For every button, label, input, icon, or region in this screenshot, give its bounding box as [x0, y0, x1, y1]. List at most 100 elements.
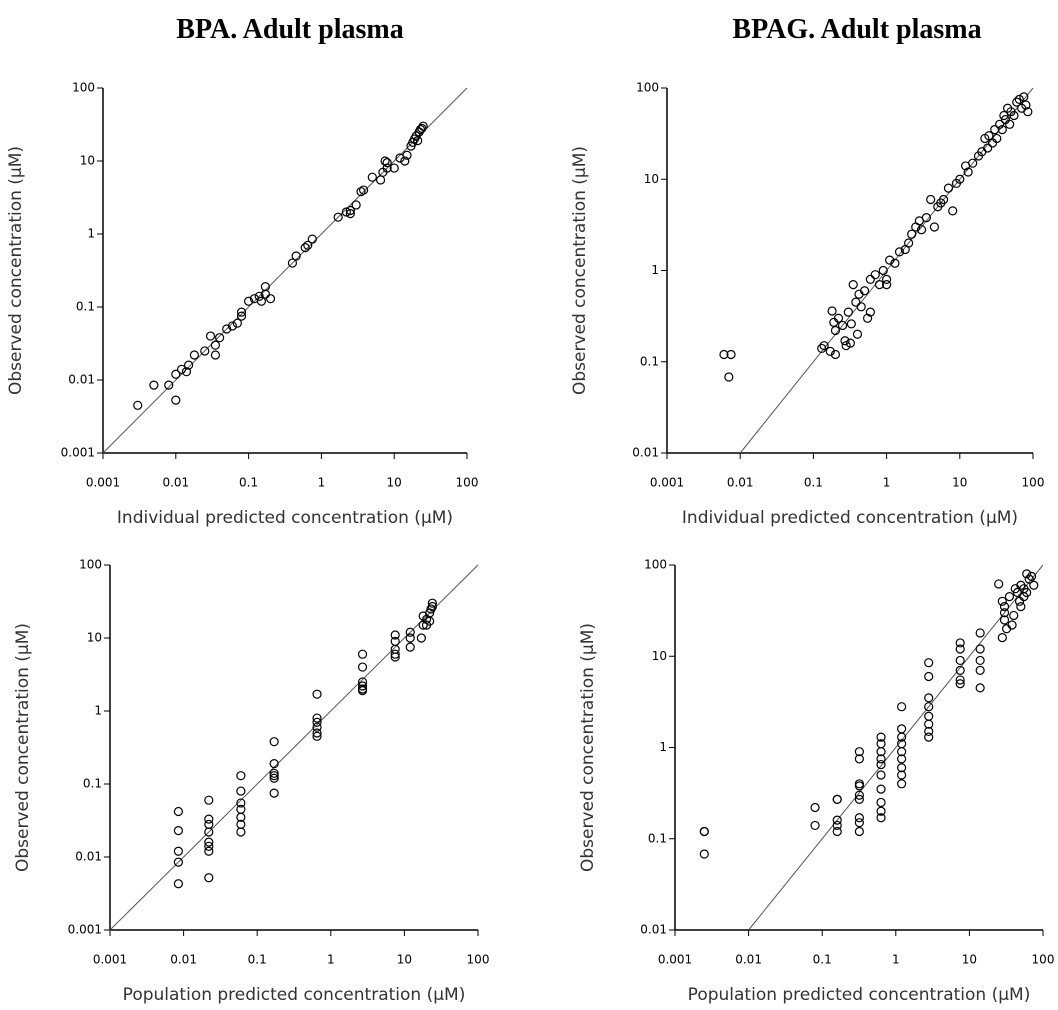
x-tick-label: 10: [962, 953, 977, 967]
point: [236, 812, 246, 822]
point: [357, 686, 368, 696]
x-tick-label: 0.001: [650, 476, 684, 490]
point: [164, 380, 174, 390]
y-tick-label: 1: [87, 227, 95, 241]
x-tick-label: 0.1: [239, 476, 258, 490]
point: [227, 321, 238, 331]
point: [975, 683, 985, 693]
point: [955, 679, 965, 689]
y-tick-label: 0.001: [61, 446, 95, 460]
point: [854, 754, 864, 764]
point: [992, 133, 1002, 144]
point: [848, 280, 858, 290]
point: [827, 306, 837, 316]
point: [975, 665, 985, 675]
point: [975, 655, 985, 666]
x-tick-label: 0.1: [813, 953, 832, 967]
y-tick-label: 1: [94, 704, 102, 718]
point: [999, 602, 1010, 612]
point: [719, 349, 729, 360]
point: [222, 324, 232, 334]
point: [380, 156, 390, 166]
point: [312, 713, 322, 723]
point: [1019, 92, 1029, 102]
point: [897, 770, 907, 780]
point: [1007, 620, 1017, 630]
point: [948, 206, 958, 216]
point: [983, 143, 993, 153]
point: [897, 754, 907, 764]
point: [852, 329, 863, 339]
point: [994, 579, 1004, 589]
point: [854, 781, 864, 791]
point: [840, 336, 850, 346]
point: [215, 333, 225, 343]
point: [955, 655, 965, 666]
point: [999, 110, 1009, 121]
point: [819, 341, 829, 351]
point: [876, 770, 886, 780]
point: [897, 779, 907, 789]
y-tick-label: 0.1: [83, 777, 102, 791]
point: [351, 200, 361, 210]
point: [876, 797, 886, 808]
point: [921, 212, 932, 223]
point: [997, 596, 1007, 606]
point: [184, 360, 194, 370]
point: [865, 274, 875, 284]
point: [975, 628, 985, 638]
point: [390, 652, 400, 662]
point: [846, 319, 856, 329]
point: [345, 209, 355, 219]
y-tick-label: 0.001: [68, 923, 102, 937]
point: [870, 270, 880, 280]
x-tick-label: 0.1: [248, 953, 267, 967]
point: [269, 773, 279, 783]
point: [389, 163, 399, 173]
point: [260, 282, 270, 292]
point: [874, 280, 885, 290]
x-tick-label: 100: [1022, 476, 1045, 490]
y-tick-label: 0.01: [632, 446, 659, 460]
y-axis-label: Observed concentration (µM): [570, 146, 590, 395]
point: [810, 820, 820, 831]
point: [426, 604, 436, 614]
point: [1004, 592, 1015, 602]
point: [269, 737, 279, 747]
point: [427, 598, 437, 608]
point: [236, 307, 247, 317]
point: [832, 826, 842, 837]
point: [997, 125, 1007, 135]
x-tick-label: 10: [952, 476, 967, 490]
x-axis-label: Population predicted concentration (µM): [688, 985, 1031, 1005]
point: [421, 620, 432, 630]
point: [405, 642, 415, 652]
point: [312, 728, 322, 738]
point: [825, 346, 835, 356]
point: [924, 658, 934, 668]
point: [367, 172, 377, 182]
point: [876, 754, 886, 764]
point: [955, 638, 965, 648]
x-tick-label: 0.01: [170, 953, 197, 967]
x-tick-label: 0.001: [93, 953, 127, 967]
point: [897, 763, 907, 773]
point: [699, 826, 709, 837]
point: [881, 274, 892, 284]
point: [726, 349, 736, 360]
point: [724, 372, 734, 382]
chart-title: BPA. Adult plasma: [176, 14, 403, 45]
y-axis-label: Observed concentration (µM): [13, 623, 33, 872]
point: [995, 119, 1005, 129]
point: [859, 286, 870, 296]
point: [832, 794, 842, 804]
point: [357, 662, 368, 672]
y-axis-label: Observed concentration (µM): [6, 146, 26, 395]
point: [926, 194, 936, 205]
point: [413, 136, 423, 146]
point: [865, 307, 875, 317]
x-tick-label: 100: [467, 953, 490, 967]
point: [885, 255, 895, 265]
point: [236, 798, 246, 808]
point: [997, 633, 1007, 643]
